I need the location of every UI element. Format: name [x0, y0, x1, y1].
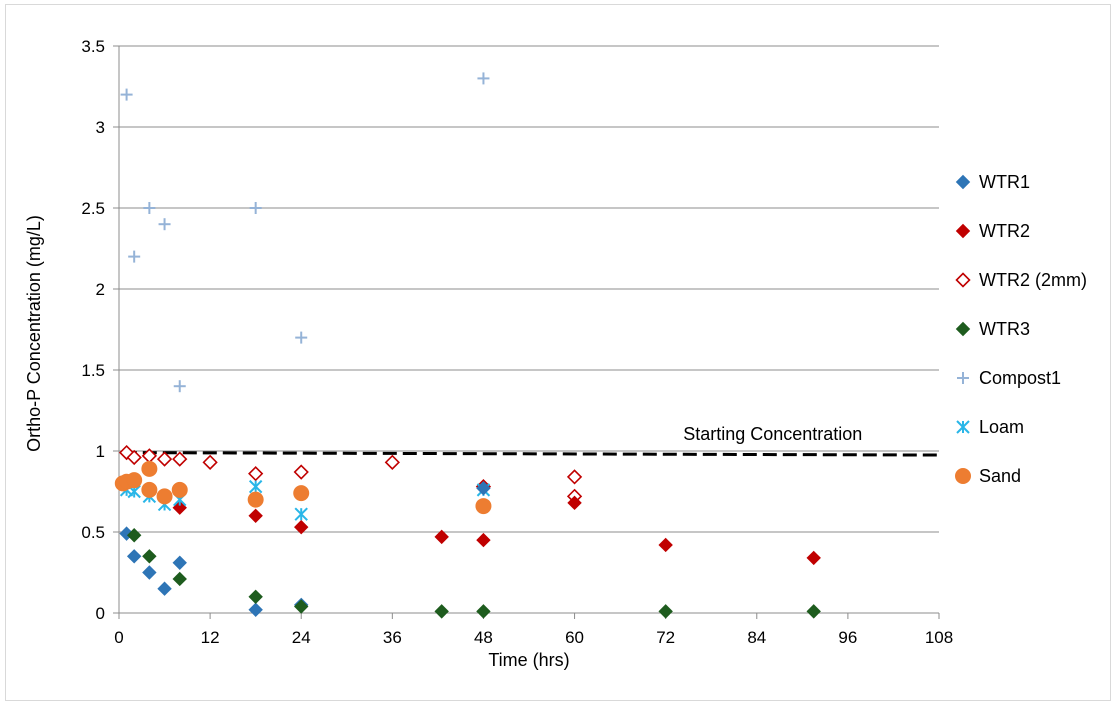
point-compost1 [249, 202, 262, 214]
x-tick-label: 84 [747, 628, 766, 647]
point-loam [294, 507, 308, 521]
y-tick-label: 1.5 [81, 361, 105, 380]
point-sand [126, 472, 143, 489]
point-sand [293, 485, 310, 502]
point-compost1 [128, 250, 141, 263]
point-wtr3 [172, 571, 187, 587]
point-wtr3 [126, 528, 142, 543]
point-wtr3 [294, 599, 309, 614]
point-wtr2 [567, 495, 582, 511]
legend-label-wtr2-2mm: WTR2 (2mm) [979, 270, 1087, 290]
point-wtr3 [806, 604, 821, 619]
legend-marker-wtr3 [955, 321, 971, 337]
point-wtr1 [142, 565, 157, 580]
point-wtr3 [142, 549, 157, 564]
x-tick-label: 12 [201, 628, 220, 647]
gridlines [119, 45, 939, 533]
legend-marker-wtr1 [955, 174, 971, 190]
y-tick-label: 0 [96, 604, 105, 623]
legend-label-sand: Sand [979, 466, 1021, 486]
legend-marker-compost1 [957, 372, 969, 384]
point-wtr1 [157, 581, 172, 596]
point-sand [475, 498, 492, 515]
point-wtr2 [294, 519, 309, 535]
point-wtr1 [476, 481, 491, 496]
starting-concentration-label: Starting Concentration [683, 424, 862, 444]
x-tick-label: 24 [292, 628, 311, 647]
axes: 0 0.5 1 1.5 2 2.5 3 3.5 0 12 24 36 48 60 72 84 96 108 [81, 37, 953, 647]
point-wtr2-2mm [248, 466, 264, 482]
point-wtr2-2mm [566, 469, 583, 485]
legend-label-wtr3: WTR3 [979, 319, 1030, 339]
y-tick-label: 3 [96, 118, 105, 137]
y-tick-label: 3.5 [81, 37, 105, 56]
x-tick-label: 108 [925, 628, 953, 647]
point-sand [247, 491, 264, 508]
point-compost1 [477, 72, 490, 85]
x-tick-label: 48 [474, 628, 493, 647]
point-loam [248, 479, 263, 494]
legend-label-compost1: Compost1 [979, 368, 1061, 388]
point-compost1 [158, 218, 171, 231]
chart-frame [5, 4, 1111, 701]
point-sand [156, 488, 173, 505]
legend-marker-loam [956, 420, 970, 434]
legend-marker-wtr2 [955, 223, 971, 239]
point-sand [141, 481, 158, 498]
point-wtr3 [248, 589, 263, 605]
x-tick-label: 72 [656, 628, 675, 647]
point-wtr2-2mm [384, 454, 400, 470]
point-compost1 [143, 202, 156, 214]
point-sand [171, 481, 188, 498]
x-tick-label: 96 [838, 628, 857, 647]
point-wtr3 [658, 604, 673, 619]
legend: WTR1 WTR2 WTR2 (2mm) WTR3 Compost1 Loam Sand [955, 172, 1087, 486]
y-tick-label: 0.5 [81, 523, 105, 542]
x-axis-title: Time (hrs) [488, 650, 569, 670]
point-wtr1 [172, 555, 187, 570]
legend-label-wtr2: WTR2 [979, 221, 1030, 241]
point-wtr2-2mm [293, 464, 309, 480]
point-wtr2-2mm [172, 451, 188, 467]
point-wtr3 [476, 604, 491, 619]
point-wtr2 [434, 529, 449, 545]
reference-line [122, 451, 940, 457]
point-wtr1 [126, 549, 142, 564]
point-sand [141, 460, 158, 477]
point-compost1 [173, 380, 186, 393]
data-marks [114, 72, 821, 619]
y-tick-label: 1 [96, 442, 105, 461]
x-tick-label: 36 [383, 628, 402, 647]
point-wtr2 [658, 537, 673, 553]
point-wtr2 [806, 550, 821, 566]
legend-marker-sand [955, 468, 971, 484]
point-compost1 [295, 331, 308, 344]
point-wtr2 [172, 500, 187, 515]
y-axis-title: Ortho-P Concentration (mg/L) [24, 215, 44, 452]
starting-concentration-line [122, 451, 940, 457]
point-wtr2-2mm [126, 449, 142, 466]
legend-marker-wtr2-2mm [955, 272, 971, 288]
legend-label-wtr1: WTR1 [979, 172, 1030, 192]
point-compost1 [120, 88, 133, 101]
point-wtr1 [248, 602, 263, 617]
point-wtr2 [248, 508, 263, 524]
y-tick-label: 2 [96, 280, 105, 299]
x-tick-label: 0 [114, 628, 123, 647]
point-wtr2-2mm [202, 454, 218, 470]
y-tick-label: 2.5 [81, 199, 105, 218]
point-wtr2-2mm [156, 451, 173, 467]
x-tick-label: 60 [565, 628, 584, 647]
point-wtr3 [434, 604, 449, 619]
point-wtr2 [476, 532, 491, 548]
legend-label-loam: Loam [979, 417, 1024, 437]
